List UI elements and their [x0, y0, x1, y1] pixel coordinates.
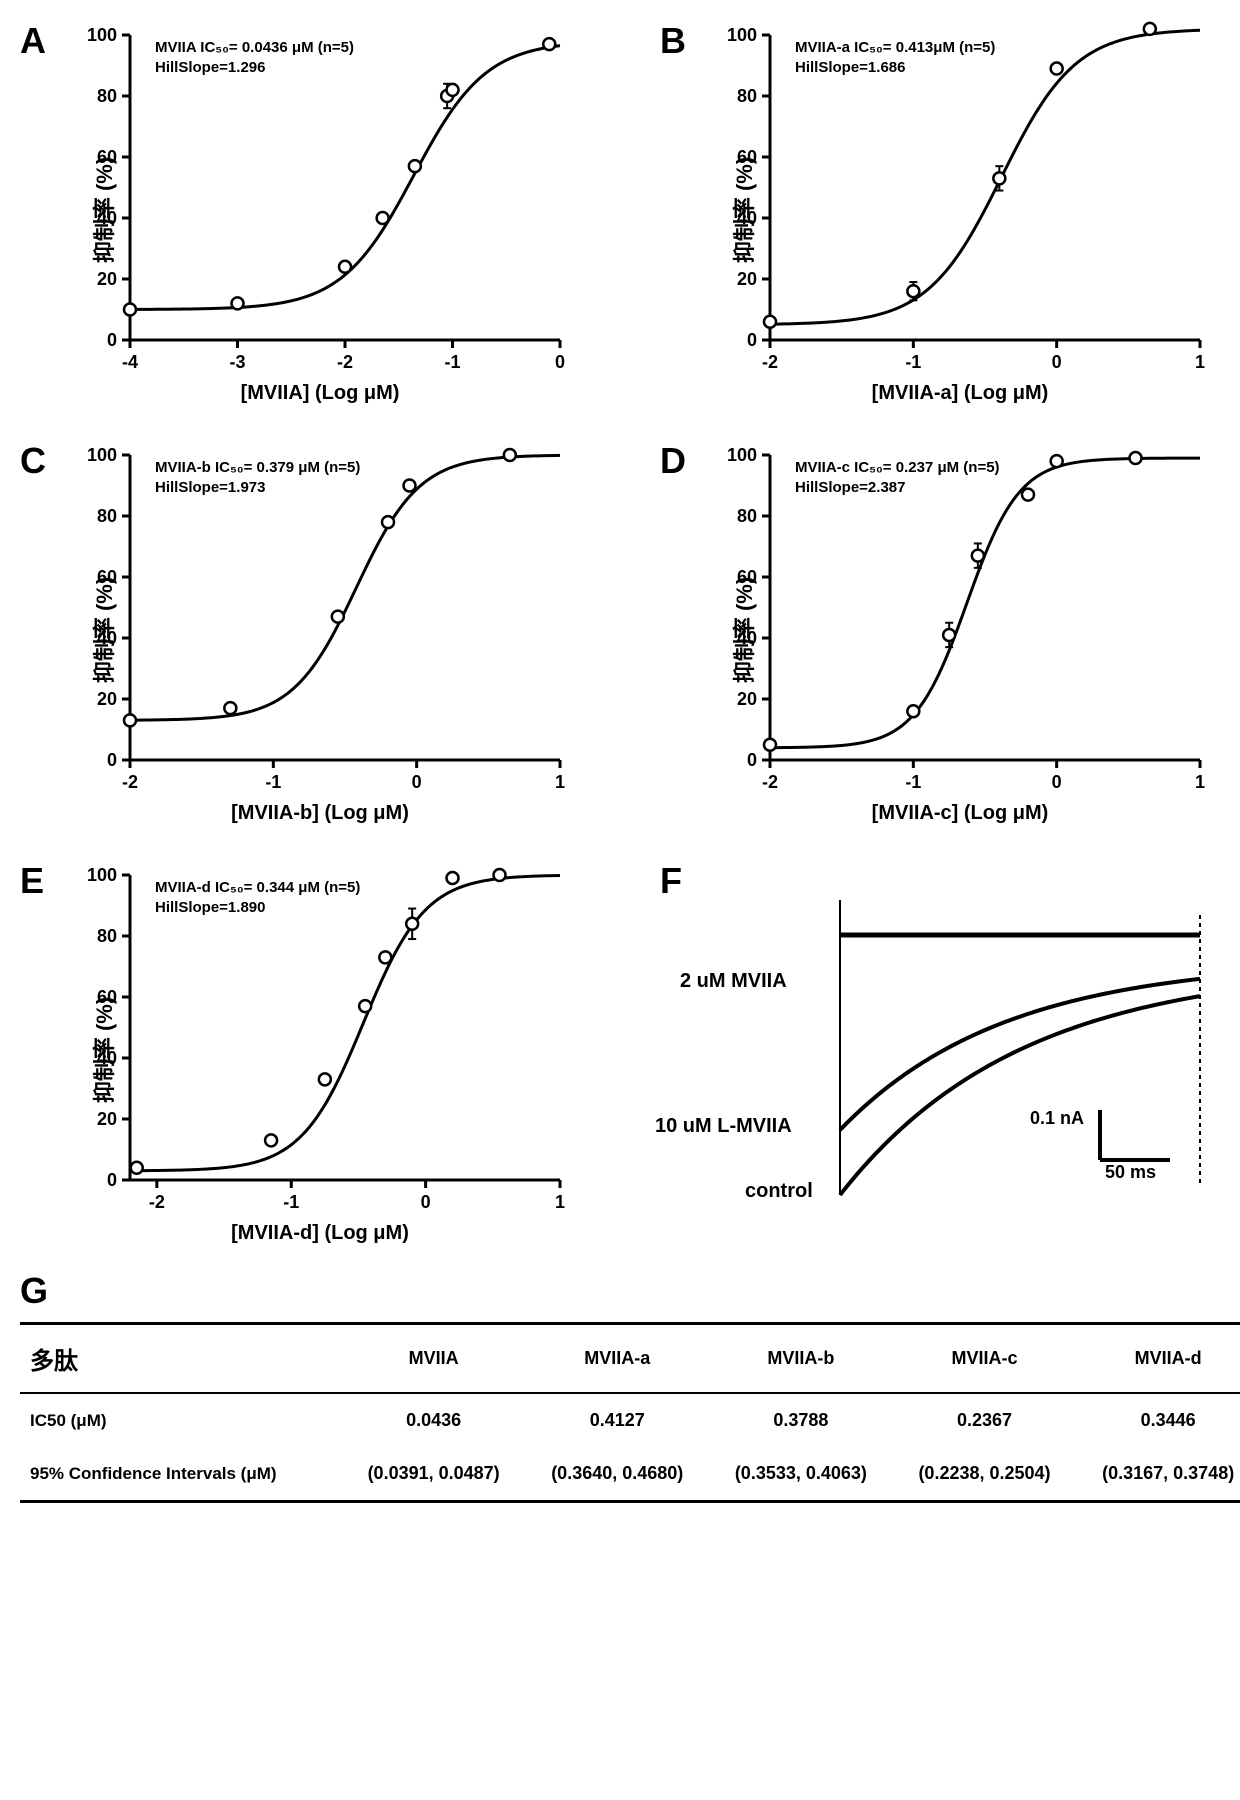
svg-text:0: 0	[107, 1170, 117, 1190]
svg-text:20: 20	[97, 1109, 117, 1129]
svg-text:0: 0	[1052, 772, 1062, 792]
svg-text:0: 0	[412, 772, 422, 792]
table-cell: 0.4127	[525, 1393, 709, 1447]
table-cell: 0.0436	[342, 1393, 526, 1447]
svg-text:80: 80	[97, 86, 117, 106]
panel-label-e: E	[20, 860, 44, 902]
panel-label-b: B	[660, 20, 686, 62]
table-header: MVIIA-a	[525, 1324, 709, 1394]
table-cell: 0.3788	[709, 1393, 893, 1447]
svg-text:40: 40	[737, 208, 757, 228]
svg-text:-2: -2	[337, 352, 353, 372]
svg-text:80: 80	[737, 86, 757, 106]
table-row-header: 95% Confidence Intervals (μM)	[20, 1447, 342, 1502]
panel-label-c: C	[20, 440, 46, 482]
scale-y-label: 0.1 nA	[1030, 1108, 1084, 1129]
svg-text:40: 40	[97, 1048, 117, 1068]
summary-table: 多肽MVIIAMVIIA-aMVIIA-bMVIIA-cMVIIA-d IC50…	[20, 1322, 1240, 1503]
table-cell: (0.2238, 0.2504)	[893, 1447, 1077, 1502]
svg-text:-1: -1	[283, 1192, 299, 1212]
svg-text:100: 100	[87, 25, 117, 45]
svg-text:20: 20	[737, 689, 757, 709]
svg-text:0: 0	[1052, 352, 1062, 372]
svg-text:-2: -2	[149, 1192, 165, 1212]
chart-annotation: MVIIA-a IC₅₀= 0.413μM (n=5)HillSlope=1.6…	[795, 38, 995, 77]
svg-text:100: 100	[727, 445, 757, 465]
trace-label-bottom: control	[745, 1180, 813, 1203]
chart-annotation: MVIIA IC₅₀= 0.0436 μM (n=5)HillSlope=1.2…	[155, 38, 354, 77]
chart-annotation: MVIIA-c IC₅₀= 0.237 μM (n=5)HillSlope=2.…	[795, 458, 1000, 497]
svg-text:1: 1	[555, 772, 565, 792]
svg-text:0: 0	[107, 330, 117, 350]
svg-text:0: 0	[555, 352, 565, 372]
svg-text:100: 100	[87, 445, 117, 465]
table-cell: 0.3446	[1076, 1393, 1240, 1447]
svg-text:-1: -1	[265, 772, 281, 792]
table-cell: (0.3640, 0.4680)	[525, 1447, 709, 1502]
svg-text:0: 0	[107, 750, 117, 770]
chart-annotation: MVIIA-b IC₅₀= 0.379 μM (n=5)HillSlope=1.…	[155, 458, 360, 497]
svg-text:60: 60	[97, 147, 117, 167]
svg-text:1: 1	[1195, 352, 1205, 372]
svg-text:80: 80	[97, 506, 117, 526]
svg-text:-4: -4	[122, 352, 138, 372]
panel-label-a: A	[20, 20, 46, 62]
svg-text:40: 40	[97, 208, 117, 228]
panel-label-g: G	[20, 1270, 1240, 1312]
svg-text:40: 40	[97, 628, 117, 648]
table-row-header: IC50 (μM)	[20, 1393, 342, 1447]
svg-text:-2: -2	[122, 772, 138, 792]
svg-text:100: 100	[87, 865, 117, 885]
trace-label-top: 2 uM MVIIA	[680, 970, 787, 993]
svg-text:80: 80	[97, 926, 117, 946]
panel-label-d: D	[660, 440, 686, 482]
svg-text:1: 1	[555, 1192, 565, 1212]
table-header: MVIIA	[342, 1324, 526, 1394]
table-cell: 0.2367	[893, 1393, 1077, 1447]
svg-text:-3: -3	[229, 352, 245, 372]
table-header-peptide: 多肽	[20, 1324, 342, 1394]
svg-text:60: 60	[97, 987, 117, 1007]
svg-text:20: 20	[737, 269, 757, 289]
svg-text:0: 0	[747, 330, 757, 350]
svg-text:80: 80	[737, 506, 757, 526]
table-header: MVIIA-c	[893, 1324, 1077, 1394]
svg-text:-1: -1	[444, 352, 460, 372]
svg-text:60: 60	[737, 567, 757, 587]
svg-text:-1: -1	[905, 352, 921, 372]
scale-x-label: 50 ms	[1105, 1162, 1156, 1183]
table-cell: (0.0391, 0.0487)	[342, 1447, 526, 1502]
svg-text:20: 20	[97, 269, 117, 289]
trace-label-mid: 10 uM L-MVIIA	[655, 1115, 792, 1138]
svg-text:-1: -1	[905, 772, 921, 792]
svg-text:-2: -2	[762, 772, 778, 792]
svg-text:-2: -2	[762, 352, 778, 372]
chart-annotation: MVIIA-d IC₅₀= 0.344 μM (n=5)HillSlope=1.…	[155, 878, 360, 917]
svg-text:40: 40	[737, 628, 757, 648]
svg-text:20: 20	[97, 689, 117, 709]
svg-text:1: 1	[1195, 772, 1205, 792]
svg-text:0: 0	[747, 750, 757, 770]
svg-text:0: 0	[421, 1192, 431, 1212]
table-header: MVIIA-b	[709, 1324, 893, 1394]
panel-label-f: F	[660, 860, 682, 902]
svg-text:60: 60	[737, 147, 757, 167]
svg-text:60: 60	[97, 567, 117, 587]
table-header: MVIIA-d	[1076, 1324, 1240, 1394]
svg-text:100: 100	[727, 25, 757, 45]
table-cell: (0.3167, 0.3748)	[1076, 1447, 1240, 1502]
table-cell: (0.3533, 0.4063)	[709, 1447, 893, 1502]
